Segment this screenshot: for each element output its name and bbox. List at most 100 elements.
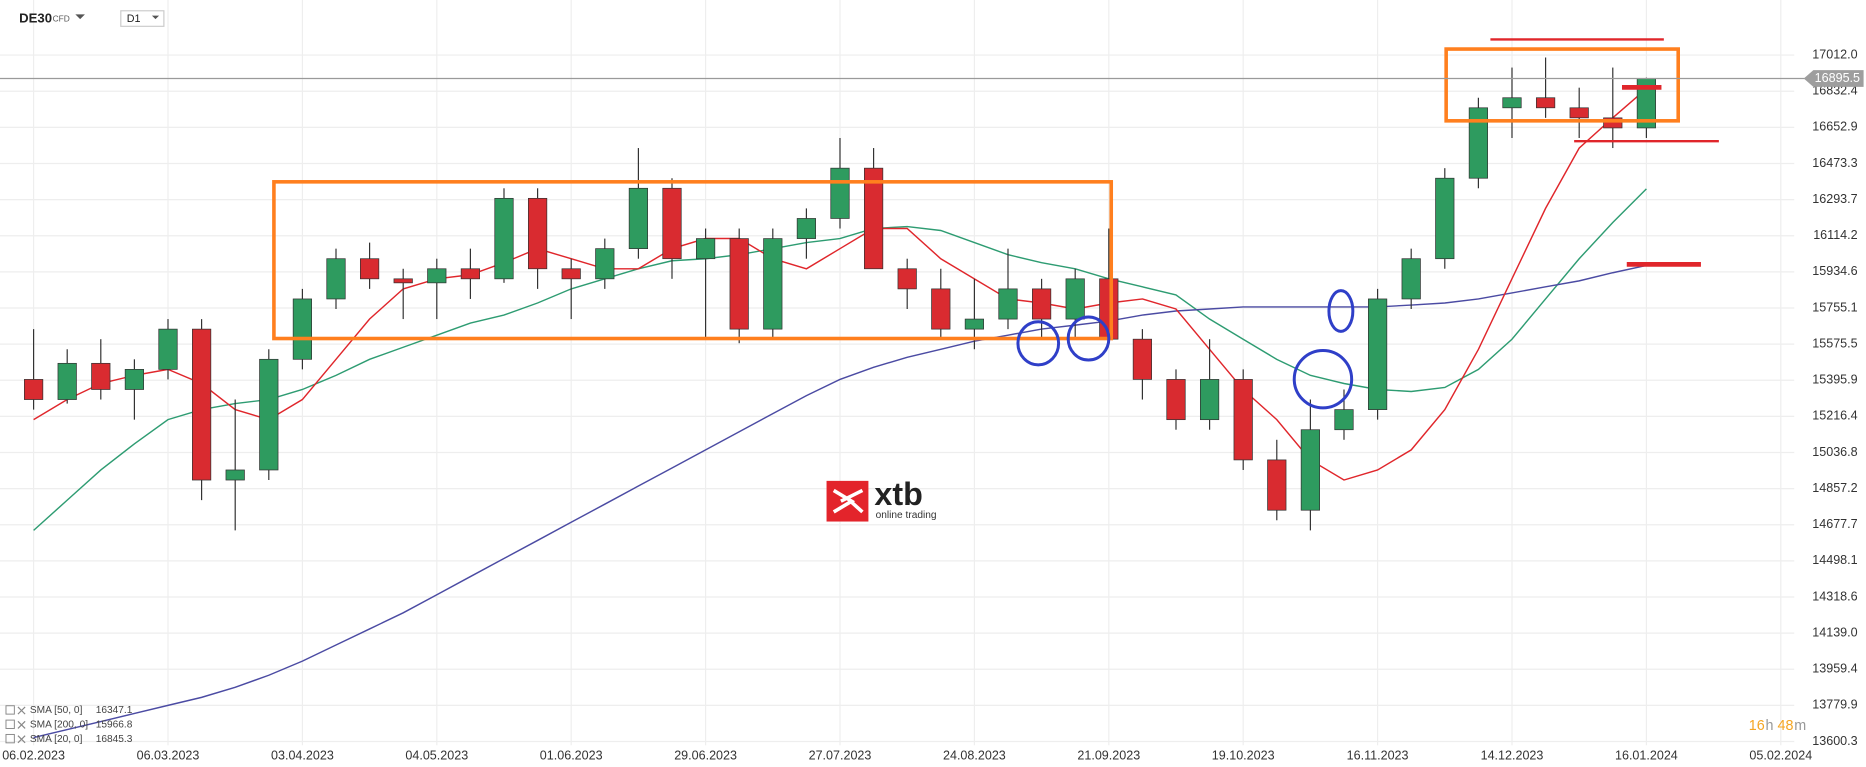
x-tick-label: 14.12.2023 <box>1481 748 1544 762</box>
y-tick-label: 16832.4 <box>1812 84 1857 98</box>
candle-body <box>158 328 178 370</box>
x-tick-label: 06.02.2023 <box>2 748 65 762</box>
countdown: 16 h 48 m <box>1749 718 1806 734</box>
x-tick-label: 03.04.2023 <box>271 748 334 762</box>
y-tick-label: 16652.9 <box>1812 120 1857 134</box>
legend: SMA [50, 0] 16347.1 SMA [200, 0] 15966.8 SMA… <box>5 705 133 745</box>
legend-close[interactable] <box>17 735 26 744</box>
logo-x <box>832 488 864 514</box>
candle-body <box>1468 107 1488 179</box>
candle-body <box>1334 409 1354 431</box>
y-tick-label: 13959.4 <box>1812 662 1857 676</box>
y-tick-label: 14498.1 <box>1812 553 1857 567</box>
y-tick-label: 15755.1 <box>1812 300 1857 314</box>
y-tick-label: 13600.3 <box>1812 734 1857 748</box>
candle-body <box>897 268 917 290</box>
legend-name: SMA [50, 0] <box>30 705 83 716</box>
candle-body <box>931 288 951 330</box>
header: DE30 CFD D1 <box>19 10 165 27</box>
countdown-hours: 16 <box>1749 718 1765 734</box>
legend-icon <box>5 733 15 744</box>
candle-body <box>1367 298 1388 410</box>
current-price-tag <box>1803 70 1864 87</box>
highlight-circle <box>1016 320 1061 367</box>
y-tick-label: 14677.7 <box>1812 517 1857 531</box>
candle-body <box>1233 379 1253 461</box>
y-tick-label: 15036.8 <box>1812 445 1857 459</box>
x-tick-label: 04.05.2023 <box>405 748 468 762</box>
x-tick-label: 16.11.2023 <box>1347 748 1409 762</box>
candle-body <box>24 379 44 400</box>
legend-name: SMA [20, 0] <box>30 734 83 745</box>
logo-mark <box>826 480 869 522</box>
candle-body <box>1401 258 1421 300</box>
countdown-unit: h <box>1766 718 1774 734</box>
candle-body <box>595 248 615 280</box>
legend-close[interactable] <box>17 706 26 715</box>
legend-value: 16845.3 <box>96 734 133 745</box>
candle-body <box>1535 97 1556 109</box>
range-box <box>1444 47 1680 123</box>
candle-body <box>729 238 749 330</box>
candle-body <box>292 298 312 360</box>
countdown-minutes: 48 <box>1777 718 1793 734</box>
dropdown-arrow[interactable] <box>151 15 160 20</box>
candle-body <box>192 328 212 481</box>
timeframe: D1 <box>127 13 141 25</box>
dropdown-arrow[interactable] <box>75 14 85 20</box>
instrument: CFD <box>53 13 70 23</box>
candle-body <box>1300 429 1320 511</box>
highlight-circle <box>1327 289 1355 333</box>
x-tick-label: 16.01.2024 <box>1615 748 1678 762</box>
candle-body <box>124 369 144 390</box>
candle-body <box>427 268 447 284</box>
candle-body <box>763 238 783 330</box>
candle-body <box>628 187 648 250</box>
candle-body <box>393 278 413 284</box>
current-price-label: 16895.5 <box>1815 71 1860 85</box>
x-tick-label: 21.09.2023 <box>1077 748 1140 762</box>
timeframe-box[interactable] <box>120 10 165 27</box>
candle-body <box>1199 379 1220 421</box>
candle-body <box>1065 278 1085 320</box>
candle-body <box>460 268 480 280</box>
candle-body <box>863 167 884 270</box>
candle-body <box>1435 177 1455 260</box>
sma-line <box>33 88 1647 481</box>
highlight-circle <box>1066 315 1111 362</box>
candle-body <box>1132 338 1152 380</box>
candle-body <box>830 167 850 219</box>
candle-body <box>527 197 548 270</box>
legend-value: 15966.8 <box>96 720 133 731</box>
candle-body <box>259 358 279 471</box>
x-tick-label: 27.07.2023 <box>809 748 872 762</box>
x-tick-label: 19.10.2023 <box>1212 748 1275 762</box>
highlight-circle <box>1292 348 1354 410</box>
legend-close[interactable] <box>17 720 26 729</box>
logo: xtb online trading <box>826 476 937 522</box>
candle-body <box>326 258 346 300</box>
candle-body <box>57 362 77 400</box>
current-price: 16895.5 <box>0 70 1864 87</box>
y-tick-label: 14857.2 <box>1812 481 1857 495</box>
candle-body <box>561 268 581 280</box>
candle-body <box>1603 117 1623 129</box>
y-tick-label: 13779.9 <box>1812 698 1857 712</box>
y-tick-label: 16114.2 <box>1813 228 1857 242</box>
legend-value: 16347.1 <box>96 705 133 716</box>
y-tick-label: 15216.4 <box>1812 409 1857 423</box>
candles <box>24 57 1656 531</box>
y-tick-label: 14139.0 <box>1812 625 1857 639</box>
candle-body <box>1267 459 1287 511</box>
x-tick-label: 01.06.2023 <box>540 748 603 762</box>
symbol: DE30 <box>19 11 52 26</box>
candle-body <box>225 469 245 481</box>
candle-body <box>796 218 816 239</box>
candle-body <box>1502 97 1522 109</box>
legend-icon <box>5 719 15 729</box>
x-tick-label: 05.02.2024 <box>1749 748 1812 762</box>
candle-body <box>964 318 984 330</box>
x-tick-label: 24.08.2023 <box>943 748 1006 762</box>
candle-body <box>1166 379 1186 421</box>
y-tick-label: 15395.9 <box>1812 373 1857 387</box>
